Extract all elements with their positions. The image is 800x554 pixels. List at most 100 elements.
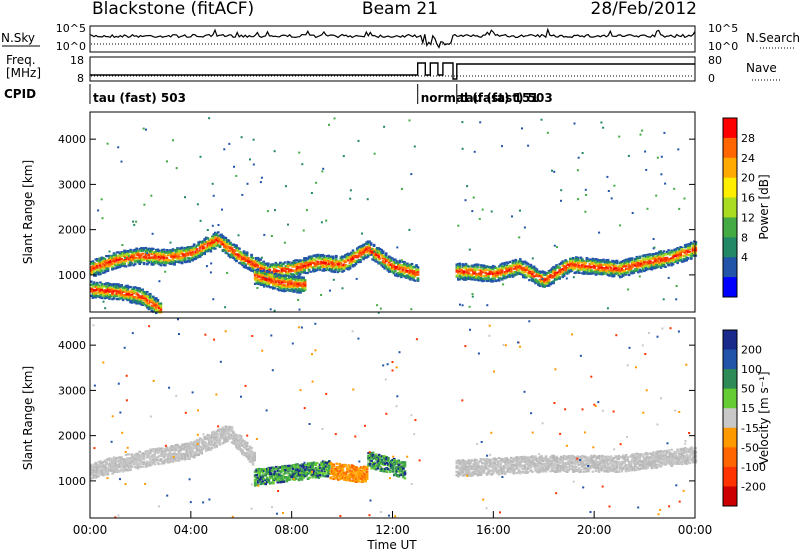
scatter-return <box>127 255 130 258</box>
range-gate-cell <box>211 245 214 248</box>
range-gate-cell <box>344 256 347 259</box>
range-gate-cell <box>318 262 321 266</box>
range-gate-cell <box>552 272 555 275</box>
range-gate-cell <box>458 262 462 265</box>
range-gate-cell <box>575 271 578 274</box>
range-gate-cell <box>329 257 332 260</box>
range-gate-cell <box>138 298 141 301</box>
range-gate-cell <box>416 277 420 280</box>
range-gate-cell <box>330 270 334 273</box>
range-gate-cell <box>661 263 664 266</box>
range-gate-cell <box>108 254 111 257</box>
range-gate-cell <box>251 264 255 267</box>
range-gate-cell <box>257 262 261 266</box>
range-gate-cell <box>594 268 598 271</box>
range-gate-cell <box>146 290 149 294</box>
range-gate-cell <box>290 278 293 281</box>
range-gate-cell <box>599 269 602 272</box>
scatter-return <box>627 288 630 291</box>
range-gate-cell <box>508 274 512 277</box>
range-gate-cell <box>276 269 279 272</box>
range-gate-cell <box>142 262 146 266</box>
range-gate-cell <box>192 258 196 261</box>
range-gate-cell <box>581 272 584 275</box>
range-gate-cell <box>100 297 104 300</box>
range-gate-cell <box>97 467 101 470</box>
range-gate-cell <box>611 263 614 267</box>
range-gate-cell <box>644 254 648 257</box>
range-gate-cell <box>374 256 377 259</box>
range-gate-cell <box>555 273 558 276</box>
range-gate-cell <box>147 308 151 311</box>
range-gate-cell <box>635 255 639 259</box>
range-gate-cell <box>250 268 253 271</box>
range-gate-cell <box>321 264 324 267</box>
range-gate-cell <box>90 473 93 476</box>
range-gate-cell <box>146 253 149 256</box>
range-gate-cell <box>620 272 623 275</box>
range-gate-cell <box>606 261 610 264</box>
n-sky-trace-line <box>89 27 696 49</box>
range-gate-cell <box>280 272 284 275</box>
range-gate-cell <box>224 251 228 254</box>
range-gate-cell <box>132 254 135 257</box>
range-gate-cell <box>152 307 155 310</box>
range-gate-cell <box>578 267 581 270</box>
range-gate-cell <box>494 266 498 269</box>
range-gate-cell <box>111 464 114 467</box>
range-gate-cell <box>374 251 377 255</box>
range-gate-cell <box>460 272 463 275</box>
range-gate-cell <box>691 244 695 247</box>
range-gate-cell <box>208 241 211 244</box>
range-gate-cell <box>623 261 626 264</box>
range-gate-cell <box>161 262 164 265</box>
range-gate-cell <box>384 267 388 270</box>
range-gate-cell <box>496 268 499 271</box>
range-gate-cell <box>683 246 687 249</box>
range-gate-cell <box>294 264 297 267</box>
range-gate-cell <box>180 251 184 254</box>
range-gate-cell <box>118 265 122 269</box>
range-gate-cell <box>341 268 344 271</box>
range-gate-cell <box>493 266 496 270</box>
range-gate-cell <box>576 256 580 259</box>
range-gate-cell <box>353 263 356 267</box>
range-gate-cell <box>273 265 276 268</box>
range-gate-cell <box>158 304 161 307</box>
range-gate-cell <box>153 254 157 257</box>
range-gate-cell <box>161 249 164 252</box>
range-gate-cell <box>176 255 179 258</box>
range-gate-cell <box>167 259 170 262</box>
range-gate-cell <box>631 266 634 269</box>
range-gate-cell <box>458 266 462 269</box>
range-gate-cell <box>162 254 166 257</box>
range-gate-cell <box>398 266 402 269</box>
freq-panel-frame <box>89 56 696 82</box>
range-gate-cell <box>259 275 263 278</box>
range-gate-cell <box>93 469 96 472</box>
range-gate-cell <box>641 255 645 258</box>
range-gate-cell <box>671 256 675 259</box>
range-gate-cell <box>312 258 315 261</box>
range-gate-cell <box>626 271 629 274</box>
range-gate-cell <box>546 284 549 287</box>
range-gate-cell <box>564 262 567 265</box>
range-gate-cell <box>357 251 361 255</box>
range-gate-cell <box>253 276 257 280</box>
range-gate-cell <box>541 283 545 286</box>
scatter-return <box>108 250 111 253</box>
range-gate-cell <box>224 244 228 247</box>
scatter-return <box>284 185 287 188</box>
range-gate-cell <box>238 247 241 250</box>
range-gate-cell <box>284 274 287 277</box>
range-gate-cell <box>534 282 537 285</box>
range-gate-cell <box>102 294 105 297</box>
range-gate-cell <box>100 288 104 291</box>
range-gate-cell <box>239 254 243 257</box>
range-gate-cell <box>472 264 475 267</box>
range-gate-cell <box>694 252 698 255</box>
range-gate-cell <box>111 298 114 301</box>
range-gate-cell <box>298 262 302 265</box>
range-gate-cell <box>93 293 96 296</box>
